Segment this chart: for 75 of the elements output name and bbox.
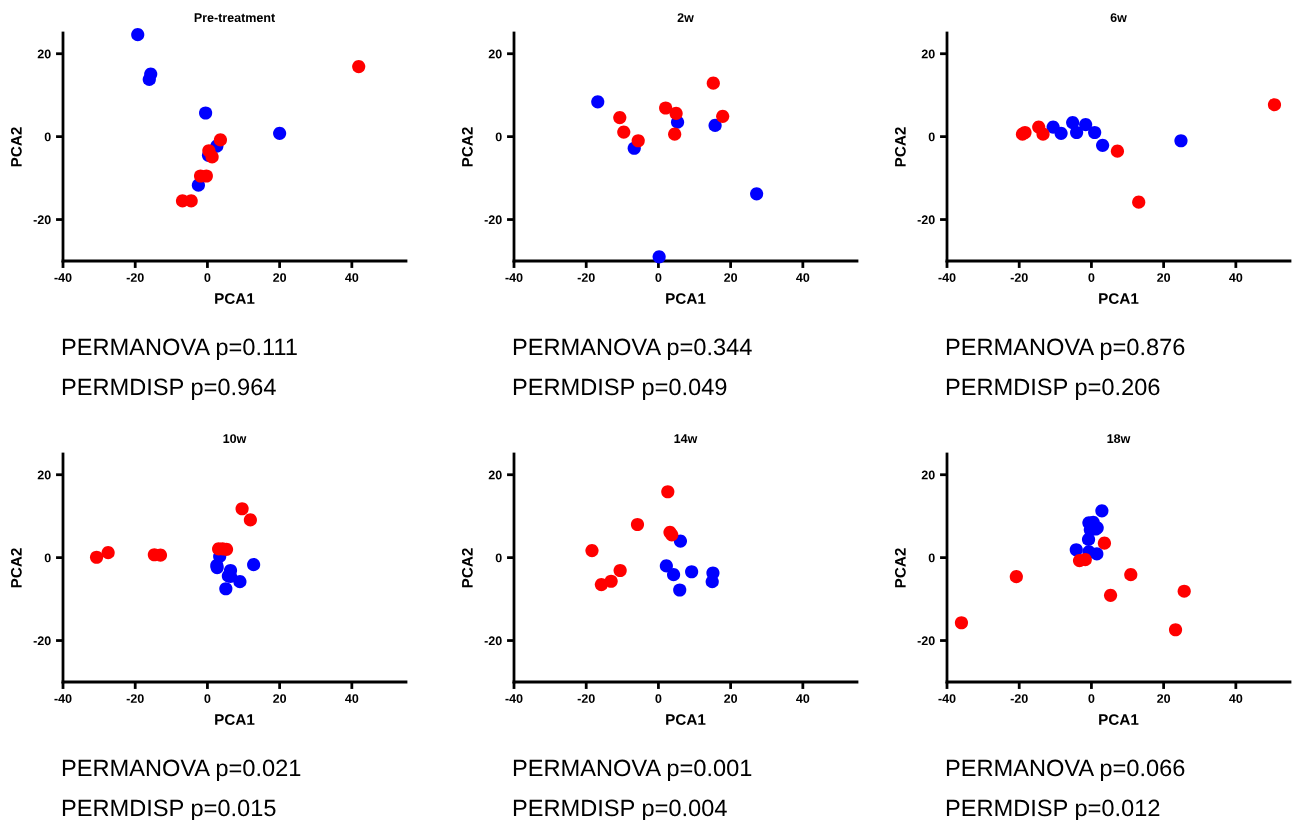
text: PERMANOVA p=0.111 bbox=[62, 338, 297, 360]
chart-title: 6w bbox=[1110, 13, 1127, 23]
x-tick-label: 0 bbox=[655, 694, 662, 703]
x-tick-label: 40 bbox=[796, 694, 810, 703]
y-tick-label: -20 bbox=[484, 636, 502, 646]
x-axis-title: PCA1 bbox=[666, 293, 706, 305]
x-tick-label: -20 bbox=[1010, 694, 1028, 703]
x-tick-label: -40 bbox=[505, 273, 523, 282]
x-tick-label: -20 bbox=[126, 273, 144, 282]
chart-title: 2w bbox=[677, 13, 694, 22]
x-tick-label: 40 bbox=[345, 273, 359, 282]
x-tick-label: -40 bbox=[938, 694, 956, 703]
x-axis-title: PCA1 bbox=[666, 714, 706, 726]
y-axis-title: PCA2 bbox=[10, 127, 22, 167]
y-tick-label: -20 bbox=[917, 215, 935, 225]
y-tick-label: 20 bbox=[37, 470, 51, 480]
y-axis-title: PCA2 bbox=[894, 127, 906, 167]
chart-title: 18w bbox=[1107, 434, 1131, 444]
x-tick-label: -40 bbox=[54, 273, 72, 282]
x-tick-label: 40 bbox=[345, 694, 359, 703]
y-tick-label: 0 bbox=[495, 132, 502, 142]
text: PERMANOVA p=0.001 bbox=[513, 759, 752, 782]
y-tick-label: 0 bbox=[928, 132, 935, 142]
x-tick-label: -20 bbox=[126, 694, 144, 703]
text: PERMDISP p=0.206 bbox=[946, 378, 1160, 400]
y-tick-label: -20 bbox=[917, 636, 935, 646]
y-axis-title: PCA2 bbox=[461, 548, 473, 588]
x-tick-label: 0 bbox=[1088, 273, 1095, 282]
x-tick-label: 40 bbox=[1229, 273, 1243, 282]
y-tick-label: 0 bbox=[928, 553, 935, 563]
x-axis-title: PCA1 bbox=[1099, 293, 1139, 305]
y-tick-label: 20 bbox=[921, 470, 935, 480]
text: PERMANOVA p=0.021 bbox=[62, 759, 301, 782]
y-tick-label: 20 bbox=[488, 49, 502, 59]
x-tick-label: -20 bbox=[577, 694, 595, 703]
text: PERMANOVA p=0.344 bbox=[513, 338, 752, 360]
y-axis-title: PCA2 bbox=[894, 548, 906, 588]
x-axis-title: PCA1 bbox=[1099, 714, 1139, 726]
x-tick-label: 0 bbox=[655, 273, 662, 282]
y-tick-label: -20 bbox=[33, 215, 51, 225]
y-tick-label: 0 bbox=[44, 132, 51, 142]
x-tick-label: 20 bbox=[724, 694, 738, 703]
y-axis-title: PCA2 bbox=[10, 548, 22, 588]
x-tick-label: -20 bbox=[577, 273, 595, 282]
text: PERMANOVA p=0.876 bbox=[946, 338, 1185, 360]
y-tick-label: 20 bbox=[37, 49, 51, 59]
x-tick-label: 20 bbox=[1157, 694, 1171, 703]
x-tick-label: 40 bbox=[1229, 694, 1243, 703]
y-axis-title: PCA2 bbox=[461, 127, 473, 167]
x-tick-label: -40 bbox=[505, 694, 523, 703]
x-tick-label: 20 bbox=[1157, 273, 1171, 282]
x-tick-label: 0 bbox=[204, 694, 211, 703]
chart-title: Pre-treatment bbox=[194, 13, 275, 23]
x-tick-label: 20 bbox=[273, 694, 287, 703]
x-tick-label: -20 bbox=[1010, 273, 1028, 282]
x-tick-label: -40 bbox=[54, 694, 72, 703]
text: PERMDISP p=0.049 bbox=[513, 378, 727, 400]
y-tick-label: 0 bbox=[44, 553, 51, 563]
x-tick-label: 20 bbox=[273, 273, 287, 282]
y-tick-label: 20 bbox=[921, 49, 935, 59]
y-tick-label: 0 bbox=[495, 553, 502, 563]
x-tick-label: 40 bbox=[796, 273, 810, 282]
y-tick-label: -20 bbox=[484, 215, 502, 225]
x-tick-label: -40 bbox=[938, 273, 956, 282]
y-tick-label: -20 bbox=[33, 636, 51, 646]
text: PERMANOVA p=0.066 bbox=[946, 759, 1185, 782]
text: PERMDISP p=0.964 bbox=[62, 378, 276, 400]
x-tick-label: 0 bbox=[204, 273, 211, 282]
x-tick-label: 0 bbox=[1088, 694, 1095, 703]
chart-title: 14w bbox=[674, 434, 698, 443]
chart-title: 10w bbox=[223, 434, 247, 444]
y-tick-label: 20 bbox=[488, 470, 502, 480]
x-tick-label: 20 bbox=[724, 273, 738, 282]
x-axis-title: PCA1 bbox=[215, 714, 255, 726]
x-axis-title: PCA1 bbox=[215, 293, 255, 305]
